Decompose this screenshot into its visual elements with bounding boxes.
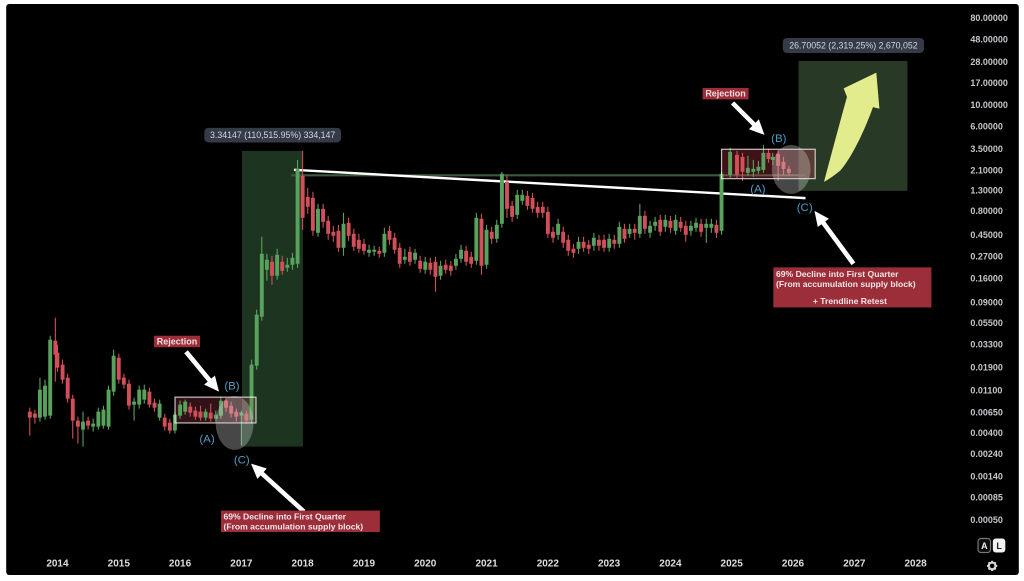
svg-text:1.30000: 1.30000 [970,186,1002,196]
svg-text:Rejection: Rejection [705,89,745,99]
svg-text:0.80000: 0.80000 [970,206,1002,216]
svg-text:L: L [996,541,1002,551]
svg-text:2024: 2024 [659,559,682,570]
svg-text:(From accumulation supply bloc: (From accumulation supply block) [776,279,916,289]
svg-text:2026: 2026 [782,559,805,570]
svg-text:Rejection: Rejection [157,336,197,346]
svg-text:2.10000: 2.10000 [970,166,1002,176]
svg-text:10.00000: 10.00000 [970,100,1007,110]
svg-text:2023: 2023 [598,559,621,570]
svg-text:2017: 2017 [230,559,253,570]
svg-text:0.09000: 0.09000 [970,297,1002,307]
svg-text:0.05500: 0.05500 [970,318,1002,328]
svg-text:A: A [981,541,988,551]
svg-text:0.16000: 0.16000 [970,273,1002,283]
svg-text:17.00000: 17.00000 [970,78,1007,88]
svg-text:2027: 2027 [843,559,866,570]
svg-text:0.00400: 0.00400 [970,428,1002,438]
svg-text:0.00140: 0.00140 [970,472,1002,482]
svg-text:2016: 2016 [169,559,192,570]
svg-text:2021: 2021 [475,559,498,570]
svg-text:+ Trendline Retest: + Trendline Retest [813,296,887,306]
svg-text:(C): (C) [234,455,250,467]
svg-text:69% Decline into First Quarter: 69% Decline into First Quarter [224,511,347,521]
svg-text:69% Decline into First Quarter: 69% Decline into First Quarter [776,269,899,279]
svg-text:0.01900: 0.01900 [970,363,1002,373]
svg-text:0.00240: 0.00240 [970,449,1002,459]
svg-text:3.34147 (110,515.95%) 334,147: 3.34147 (110,515.95%) 334,147 [210,130,335,140]
svg-text:0.00650: 0.00650 [970,407,1002,417]
svg-text:(B): (B) [224,381,239,393]
svg-text:(A): (A) [750,183,765,195]
svg-text:48.00000: 48.00000 [970,35,1007,45]
svg-text:2014: 2014 [46,559,69,570]
svg-text:26.70052 (2,319.25%) 2,670,052: 26.70052 (2,319.25%) 2,670,052 [789,40,918,50]
svg-text:2019: 2019 [353,559,376,570]
svg-text:0.27000: 0.27000 [970,251,1002,261]
svg-text:(C): (C) [797,202,813,214]
svg-text:(From accumulation supply bloc: (From accumulation supply block) [224,522,364,532]
svg-text:28.00000: 28.00000 [970,57,1007,67]
svg-text:(B): (B) [771,133,786,145]
svg-text:0.00085: 0.00085 [970,493,1002,503]
svg-text:0.01100: 0.01100 [970,385,1002,395]
svg-text:2018: 2018 [292,559,315,570]
svg-text:0.03300: 0.03300 [970,339,1002,349]
svg-text:2015: 2015 [108,559,131,570]
svg-text:2025: 2025 [721,559,744,570]
svg-text:6.00000: 6.00000 [970,122,1002,132]
svg-text:0.45000: 0.45000 [970,230,1002,240]
svg-text:2022: 2022 [537,559,560,570]
svg-text:(A): (A) [199,434,214,446]
svg-text:2020: 2020 [414,559,437,570]
svg-text:3.50000: 3.50000 [970,144,1002,154]
svg-text:2028: 2028 [904,559,927,570]
svg-text:80.00000: 80.00000 [970,13,1007,23]
svg-text:0.00050: 0.00050 [970,515,1002,525]
